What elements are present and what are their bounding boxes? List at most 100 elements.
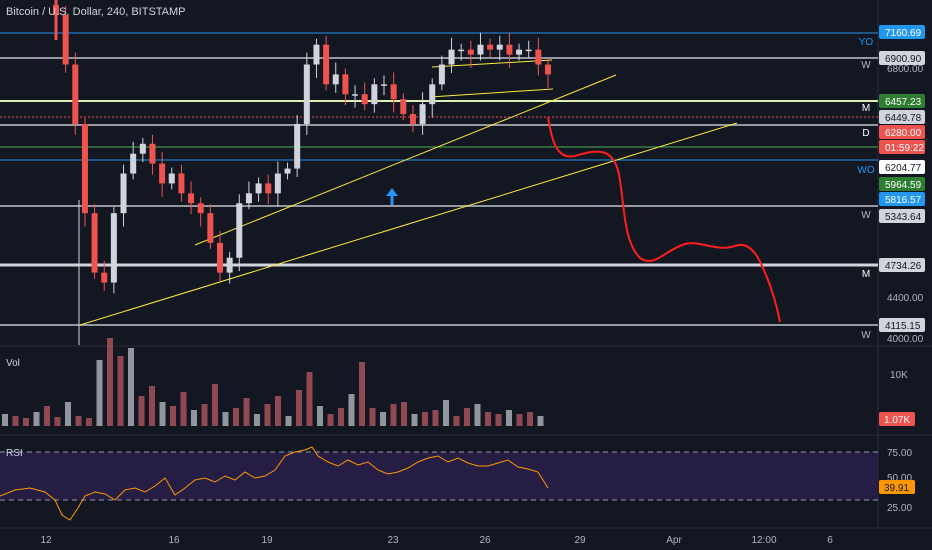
candle-body <box>139 143 146 154</box>
volume-bar <box>44 406 50 426</box>
volume-bar <box>338 408 344 426</box>
volume-bar <box>117 356 124 426</box>
rsi-pane-label: RSI <box>6 448 23 459</box>
candle <box>467 40 474 68</box>
time-label: 6 <box>827 535 833 546</box>
candle-body <box>477 44 484 55</box>
level-label: W <box>861 60 871 71</box>
candle <box>110 207 117 294</box>
volume-bar <box>191 410 197 426</box>
volume-bar <box>201 404 208 426</box>
price-axis[interactable]: 6800.00 4400.00 4000.00 <box>887 64 924 345</box>
price-badge: 7160.69 <box>879 25 925 39</box>
candle <box>81 118 88 227</box>
candle-body <box>72 64 79 124</box>
volume-bar <box>527 412 533 426</box>
price-badge: 5964.59 <box>879 177 925 191</box>
candle-body <box>245 193 252 204</box>
candle <box>381 75 387 96</box>
candle <box>245 181 252 210</box>
candle-body <box>467 49 474 55</box>
level-label: YO <box>859 37 874 48</box>
candle <box>255 177 262 202</box>
time-label: 12 <box>40 535 52 546</box>
volume-bar <box>33 412 40 426</box>
volume-bar <box>359 362 365 426</box>
candle <box>236 194 243 272</box>
volume-bar <box>485 412 491 426</box>
time-label: 26 <box>479 535 491 546</box>
candle-body <box>303 64 310 124</box>
volume-bar <box>285 416 292 426</box>
candle <box>159 151 166 197</box>
rsi-badge-label: 39.91 <box>884 483 909 494</box>
candle-body <box>525 49 532 52</box>
candle <box>477 32 484 61</box>
candle <box>178 164 185 202</box>
price-badge-label: 5343.64 <box>885 212 922 223</box>
volume-bar <box>443 400 449 426</box>
price-badge-bg <box>879 110 925 124</box>
trendline-lower <box>79 122 738 326</box>
candle-body <box>332 74 339 85</box>
volume-bar <box>233 408 239 426</box>
price-badge: 5816.57 <box>879 192 925 206</box>
candle-body <box>352 94 359 96</box>
candle-body <box>236 203 243 258</box>
price-badge: 6449.78 <box>879 110 925 124</box>
price-badge: 6457.23 <box>879 94 925 108</box>
candle-body <box>535 49 542 65</box>
time-label: 29 <box>574 535 586 546</box>
price-badge: 6204.77 <box>879 160 925 174</box>
volume-bar <box>380 412 386 426</box>
volume-bar <box>453 416 460 426</box>
price-badge: 4115.15 <box>879 318 925 332</box>
volume-bar <box>275 396 281 426</box>
candle <box>313 38 320 78</box>
candle-body <box>487 44 494 50</box>
volume-bar <box>149 386 155 426</box>
volume-bar <box>138 396 145 426</box>
projection-path <box>547 116 781 323</box>
candle <box>516 43 523 61</box>
price-badge-label: 01:59:22 <box>885 143 924 154</box>
rsi-badge <box>879 480 915 494</box>
price-badge-bg <box>879 209 925 223</box>
candle-body <box>226 257 233 273</box>
volume-tick: 10K <box>890 370 908 381</box>
volume-bars <box>2 338 544 426</box>
level-label: M <box>862 103 870 114</box>
time-axis[interactable]: 12 16 19 23 26 29 Apr 12:00 6 <box>40 535 833 546</box>
candle-body <box>506 44 513 55</box>
level-label: WO <box>857 165 874 176</box>
volume-bar <box>86 418 92 426</box>
candle-body <box>294 123 301 169</box>
candle <box>429 78 436 118</box>
volume-bar <box>306 372 313 426</box>
level-label: W <box>861 330 871 341</box>
volume-bar <box>422 412 428 426</box>
volume-bar <box>96 360 103 426</box>
candle <box>361 82 368 111</box>
price-badge-bg <box>879 51 925 65</box>
price-badge-bg <box>879 25 925 39</box>
candle <box>265 174 272 205</box>
price-badge-label: 6280.00 <box>885 128 922 139</box>
candle <box>149 134 156 175</box>
candle-body <box>207 213 214 243</box>
candle <box>303 52 310 135</box>
candle-body <box>188 193 195 204</box>
horizontal-levels <box>0 32 878 326</box>
volume-pane-label: Vol <box>6 358 20 369</box>
candle <box>323 35 330 91</box>
volume-bar <box>243 398 250 426</box>
candle <box>217 231 223 282</box>
candle <box>342 68 349 106</box>
level-label: M <box>862 269 870 280</box>
symbol-title[interactable]: Bitcoin / U.S. Dollar, 240, BITSTAMP <box>6 6 186 18</box>
candle <box>120 164 127 227</box>
volume-bar <box>474 404 481 426</box>
price-badge-bg <box>879 192 925 206</box>
time-label: 16 <box>168 535 180 546</box>
